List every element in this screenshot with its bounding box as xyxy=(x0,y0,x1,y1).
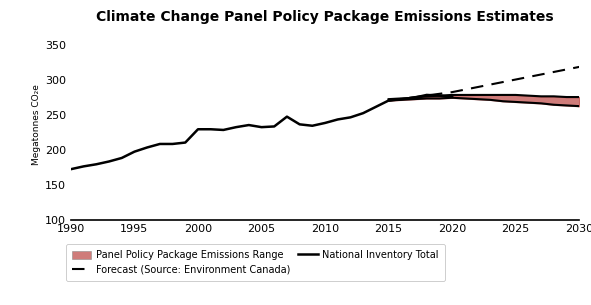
Legend: Panel Policy Package Emissions Range, Forecast (Source: Environment Canada), Nat: Panel Policy Package Emissions Range, Fo… xyxy=(66,244,445,281)
Title: Climate Change Panel Policy Package Emissions Estimates: Climate Change Panel Policy Package Emis… xyxy=(96,10,554,24)
Y-axis label: Megatonnes CO₂e: Megatonnes CO₂e xyxy=(32,84,41,166)
